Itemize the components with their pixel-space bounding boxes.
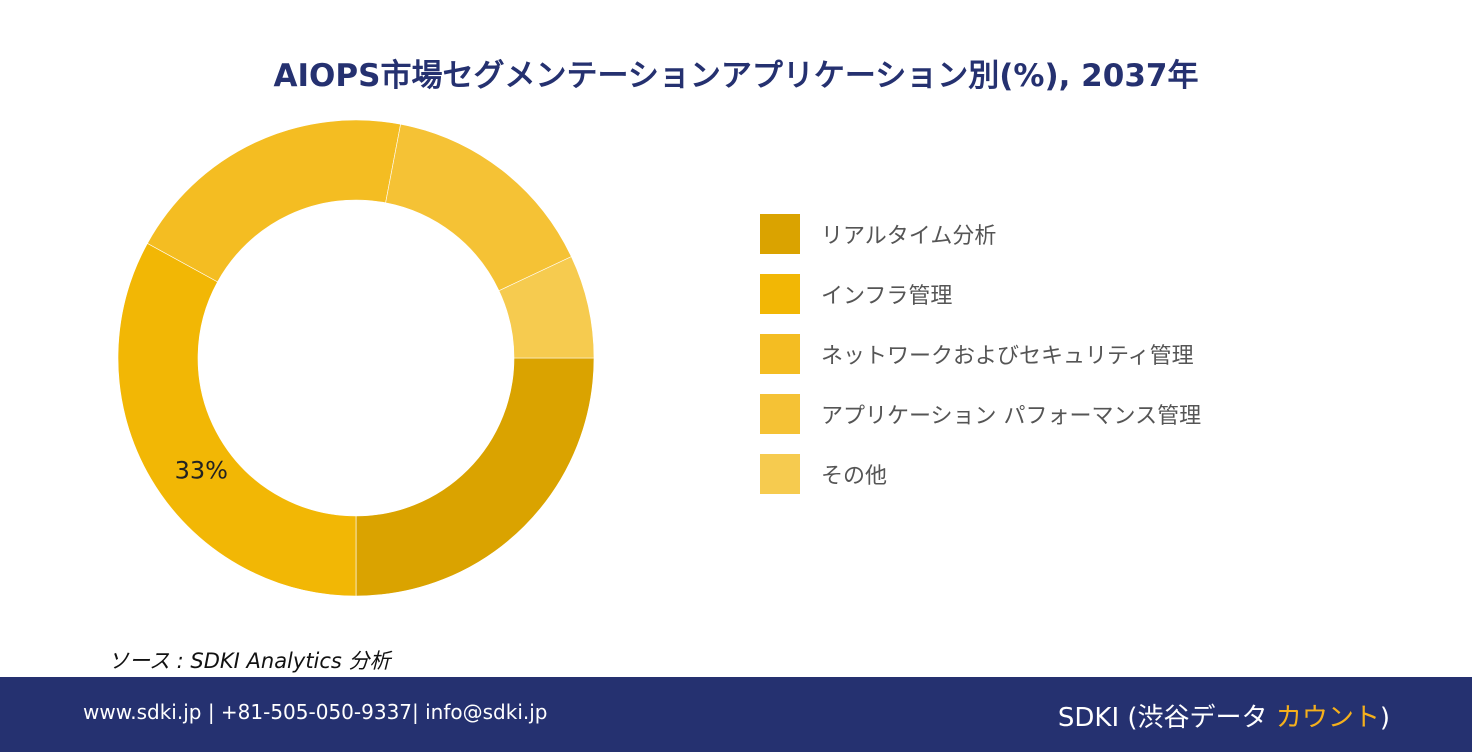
legend-swatch [760, 214, 800, 254]
data-label: 33% [175, 457, 228, 485]
footer-contact: www.sdki.jp | +81-505-050-9337| info@sdk… [83, 700, 548, 724]
legend-swatch [760, 274, 800, 314]
legend-item: アプリケーション パフォーマンス管理 [760, 394, 1201, 434]
source-note: ソース : SDKI Analytics 分析 [108, 649, 391, 673]
footer-brand: SDKI (渋谷データ カウント) [1058, 697, 1390, 734]
brand-main: SDKI (渋谷データ [1057, 703, 1276, 733]
footer-bar: www.sdki.jp | +81-505-050-9337| info@sdk… [0, 677, 1472, 752]
donut-chart: 33% [117, 119, 595, 597]
legend-swatch [760, 454, 800, 494]
legend-label: インフラ管理 [821, 284, 953, 309]
donut-slice [117, 242, 357, 597]
legend-swatch [760, 334, 800, 374]
legend-label: リアルタイム分析 [821, 224, 997, 249]
legend-swatch [760, 394, 800, 434]
legend: リアルタイム分析 インフラ管理 ネットワークおよびセキュリティ管理 アプリケーシ… [760, 214, 1201, 514]
legend-item: ネットワークおよびセキュリティ管理 [760, 334, 1201, 374]
brand-accent: カウント [1275, 703, 1380, 733]
donut-slice [385, 123, 572, 292]
legend-label: アプリケーション パフォーマンス管理 [821, 404, 1202, 429]
chart-title: AIOPS市場セグメンテーションアプリケーション別(%), 2037年 [273, 58, 1199, 94]
legend-label: ネットワークおよびセキュリティ管理 [821, 344, 1194, 369]
donut-slice [355, 357, 595, 597]
legend-item: その他 [760, 454, 1201, 494]
legend-item: インフラ管理 [760, 274, 1201, 314]
legend-item: リアルタイム分析 [760, 214, 1201, 254]
brand-end: ) [1379, 703, 1390, 733]
donut-slice [498, 256, 595, 359]
donut-slice [147, 119, 401, 283]
legend-label: その他 [821, 464, 888, 489]
